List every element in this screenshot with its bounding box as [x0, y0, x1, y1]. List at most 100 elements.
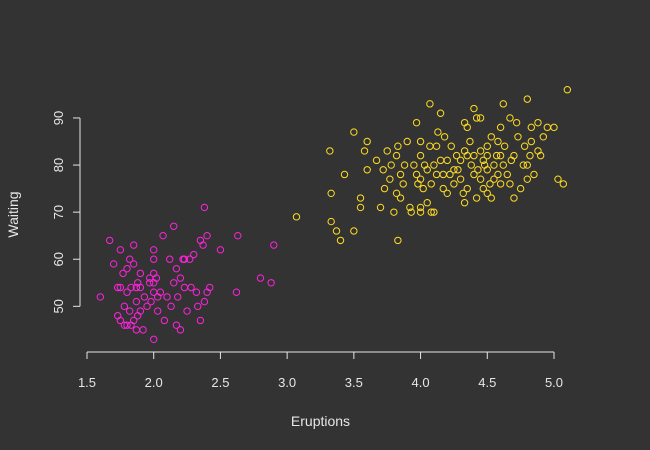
- y-axis: 50 60 70 80 90: [51, 111, 81, 314]
- data-point: [116, 283, 125, 292]
- data-point: [387, 161, 395, 169]
- data-point: [350, 128, 358, 136]
- data-point: [116, 316, 125, 325]
- data-point: [527, 137, 536, 146]
- data-point: [523, 95, 532, 103]
- data-point: [419, 184, 427, 193]
- data-point: [327, 189, 335, 198]
- data-point: [496, 123, 505, 132]
- x-tick-label: 2.0: [145, 375, 163, 390]
- data-point: [396, 170, 405, 179]
- data-point: [394, 236, 402, 245]
- data-point: [476, 114, 485, 122]
- data-point: [523, 161, 532, 169]
- data-point: [472, 114, 481, 122]
- data-point: [486, 180, 494, 188]
- data-point: [234, 231, 242, 240]
- data-point: [400, 161, 409, 169]
- data-point: [96, 293, 105, 301]
- data-point: [372, 156, 381, 165]
- data-point: [496, 180, 505, 188]
- data-point: [170, 222, 178, 230]
- data-point: [140, 293, 149, 301]
- data-point: [446, 170, 454, 179]
- data-point: [483, 166, 491, 174]
- data-point: [434, 128, 442, 136]
- data-point: [386, 175, 394, 183]
- data-point: [479, 184, 487, 193]
- data-point: [143, 302, 151, 311]
- data-point: [416, 137, 425, 146]
- data-point: [394, 142, 402, 150]
- data-point: [416, 175, 425, 183]
- data-point: [476, 147, 485, 155]
- data-point: [527, 123, 536, 132]
- data-point: [510, 151, 518, 160]
- x-tick-label: 3.5: [345, 375, 363, 390]
- data-point: [396, 194, 405, 202]
- data-point: [406, 203, 414, 212]
- data-point: [474, 166, 482, 174]
- data-point: [454, 166, 462, 174]
- data-point: [412, 118, 421, 127]
- data-point: [200, 203, 209, 212]
- data-point: [256, 274, 265, 282]
- data-point: [423, 199, 431, 207]
- data-point: [186, 255, 194, 263]
- y-tick-label: 50: [51, 299, 66, 313]
- data-point: [416, 151, 425, 160]
- data-point: [503, 170, 511, 179]
- data-point: [516, 184, 525, 193]
- data-point: [436, 109, 445, 117]
- data-point: [129, 316, 138, 325]
- data-point: [426, 100, 434, 108]
- data-point: [154, 307, 162, 315]
- data-point: [160, 316, 169, 325]
- data-point: [132, 297, 141, 306]
- data-point: [232, 288, 241, 296]
- data-point: [399, 180, 407, 188]
- data-point: [506, 114, 514, 122]
- x-ticks: 1.5 2.0 2.5 3.0 3.5 4.0 4.5 5.0: [78, 352, 563, 390]
- data-point: [139, 326, 147, 334]
- data-point: [487, 194, 495, 202]
- data-point: [383, 147, 391, 155]
- data-point: [356, 203, 365, 212]
- data-point: [196, 316, 205, 325]
- data-point: [440, 133, 449, 141]
- data-point: [470, 104, 478, 113]
- data-point: [292, 213, 301, 221]
- data-point: [180, 283, 189, 292]
- data-point: [174, 293, 182, 301]
- data-point: [472, 194, 481, 202]
- data-point: [510, 194, 518, 202]
- data-point: [423, 166, 431, 174]
- data-point: [526, 151, 534, 160]
- series-2: [292, 86, 572, 245]
- data-point: [132, 283, 141, 292]
- data-point: [192, 288, 201, 296]
- data-point: [350, 227, 358, 235]
- data-point: [443, 156, 451, 165]
- data-point: [392, 189, 401, 198]
- data-point: [450, 180, 458, 188]
- data-point: [496, 151, 505, 160]
- data-point: [539, 133, 548, 141]
- data-point: [427, 180, 435, 188]
- data-point: [194, 302, 202, 311]
- data-point: [432, 170, 441, 179]
- data-point: [443, 189, 451, 198]
- data-point: [167, 302, 175, 311]
- x-tick-label: 4.0: [412, 375, 430, 390]
- x-tick-label: 5.0: [545, 375, 563, 390]
- data-point: [416, 203, 425, 212]
- data-point: [426, 142, 434, 150]
- data-point: [432, 142, 441, 150]
- data-point: [326, 147, 334, 155]
- data-point: [543, 123, 552, 132]
- data-point: [439, 184, 447, 193]
- data-point: [483, 151, 491, 160]
- data-point: [203, 231, 211, 240]
- y-tick-label: 70: [51, 205, 66, 219]
- x-axis: 1.5 2.0 2.5 3.0 3.5 4.0 4.5 5.0: [78, 351, 563, 390]
